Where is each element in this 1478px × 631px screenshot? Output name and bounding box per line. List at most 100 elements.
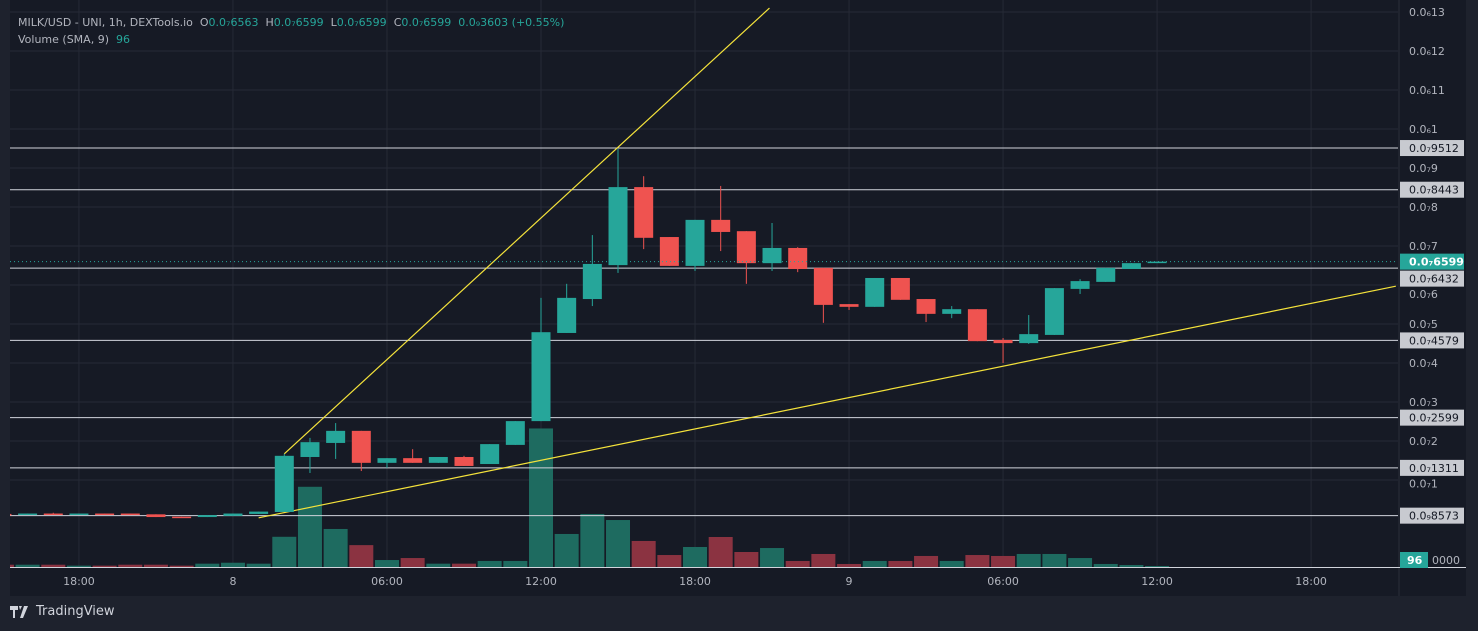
candle-body[interactable] [865,277,885,307]
trendline[interactable] [258,285,1396,519]
price-tick-label: 0.0₇9 [1409,162,1438,175]
volume-bar [503,560,528,567]
volume-bar [1093,563,1118,567]
candle-body[interactable] [480,444,500,465]
volume-bar [374,560,399,567]
volume-bar [10,564,14,567]
volume-bar [15,564,40,567]
candle-body[interactable] [762,247,782,264]
candle-body[interactable] [788,247,808,270]
candle-body[interactable] [557,297,577,333]
candle-body[interactable] [916,299,936,314]
candle-body[interactable] [967,309,987,342]
volume-bar [297,486,322,567]
time-tick-label: 18:00 [1295,575,1327,588]
candle-body[interactable] [377,458,397,463]
tradingview-logo[interactable]: TradingView [10,604,115,619]
price-tick-label: 0.0₇1 [1409,477,1438,490]
candle-body[interactable] [813,267,833,305]
candle-body[interactable] [274,455,294,512]
price-tick-label: 0.0₇7 [1409,240,1438,253]
candle-body[interactable] [608,187,628,266]
open-label: O [199,16,209,29]
candle-body[interactable] [711,219,731,232]
price-line-label: 0.0₇4579 [1409,334,1459,347]
candle-body[interactable] [95,513,115,516]
volume-bar [965,555,990,567]
candle-body[interactable] [146,514,166,518]
volume-bar [426,563,451,567]
trendline[interactable] [283,7,770,455]
chart-pane[interactable] [10,0,1466,596]
candle-body[interactable] [942,309,962,314]
candle-body[interactable] [454,456,474,466]
change-value: 0.0₉3603 (+0.55%) [458,16,565,29]
high-label: H [265,16,274,29]
candle-body[interactable] [1147,261,1167,264]
volume-bar [914,555,939,567]
candle-body[interactable] [300,442,320,457]
low-value: 0.0₇6599 [336,16,387,29]
volume-bar [1068,558,1093,567]
price-line-label: 0.0₇8443 [1409,184,1459,197]
volume-indicator-label[interactable]: Volume (SMA, 9) [18,33,109,46]
candle-body[interactable] [1019,334,1039,344]
candle-body[interactable] [1044,288,1064,335]
volume-bar [349,545,374,567]
open-value: 0.0₇6563 [208,16,259,29]
volume-bar [734,552,759,567]
candle-body[interactable] [0,513,12,516]
volume-bar [606,520,631,567]
price-line-label: 0.0₉8573 [1409,510,1459,523]
time-tick-label: 8 [229,575,236,588]
volume-bar [837,563,862,567]
volume-bar [272,536,297,567]
candle-body[interactable] [1070,281,1090,289]
candle-body[interactable] [531,332,551,422]
volume-bar [991,555,1016,567]
candle-body[interactable] [18,513,38,516]
candle-body[interactable] [582,263,602,300]
price-line-label-bg [1400,270,1464,287]
candle-body[interactable] [736,231,756,264]
candle-body[interactable] [69,513,89,516]
time-tick-label: 12:00 [525,575,557,588]
candle-body[interactable] [1096,267,1116,282]
candle-body[interactable] [403,458,423,463]
price-line-label: 0.0₇1311 [1409,462,1459,475]
volume-bar [862,560,887,567]
candle-body[interactable] [197,515,217,518]
volume-bar [400,558,425,567]
candle-body[interactable] [890,277,910,300]
candle-body[interactable] [249,511,269,514]
candle-body[interactable] [839,304,859,307]
volume-bar [631,540,656,567]
candle-body[interactable] [120,513,140,516]
candle-body[interactable] [634,187,654,238]
candle-body[interactable] [1121,263,1141,270]
candle-body[interactable] [43,513,63,516]
candle-body[interactable] [172,516,192,519]
price-tick-label: 0.0₇2 [1409,435,1438,448]
candle-body[interactable] [685,219,705,266]
volume-bar [323,528,348,567]
candle-body[interactable] [993,339,1013,344]
candle-body[interactable] [351,430,371,463]
volume-bar [246,563,271,567]
candle-body[interactable] [505,421,525,445]
volume-bar [92,565,117,567]
candle-body[interactable] [223,513,243,516]
symbol-title[interactable]: MILK/USD - UNI, 1h, DEXTools.io [18,16,193,29]
last-price-label-bg [1400,253,1464,270]
ohlc-legend: MILK/USD - UNI, 1h, DEXTools.io O0.0₇656… [18,16,564,29]
price-line-label: 0.0₇2599 [1409,412,1459,425]
tradingview-logo-icon [10,605,28,618]
candle-body[interactable] [428,456,448,463]
candle-body[interactable] [659,237,679,266]
time-tick-label: 9 [846,575,853,588]
time-tick-label: 18:00 [63,575,95,588]
candle-body[interactable] [326,430,346,443]
volume-bar [708,537,733,567]
volume-bar [580,513,605,567]
